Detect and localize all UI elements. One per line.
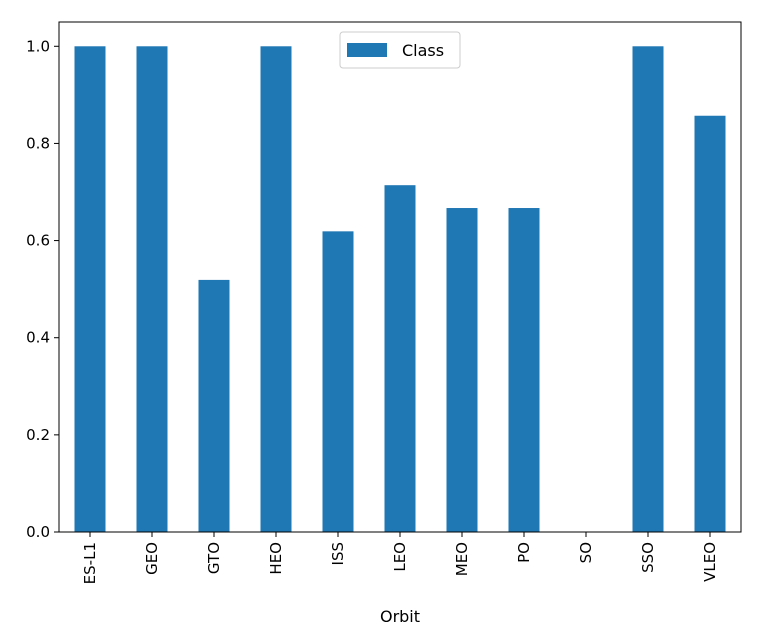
x-tick-label: SO: [577, 542, 595, 563]
x-tick-label: GTO: [205, 542, 223, 574]
x-axis-title: Orbit: [380, 607, 420, 626]
bar-geo: [136, 46, 168, 532]
bar-gto: [198, 279, 230, 532]
bar-heo: [260, 46, 292, 532]
y-tick-label: 0.6: [26, 232, 50, 250]
x-tick-label: PO: [515, 542, 533, 563]
x-axis: ES-L1 GEO GTO HEO ISS LEO MEO PO SO SSO VLEO: [81, 532, 719, 584]
x-tick-label: MEO: [453, 542, 471, 576]
bar-iss: [322, 231, 354, 532]
legend: Class: [339, 31, 461, 69]
x-tick-label: ES-L1: [81, 542, 99, 584]
bar-leo: [384, 185, 416, 532]
x-tick-label: HEO: [267, 542, 285, 575]
x-tick-label: ISS: [329, 542, 347, 565]
bar-meo: [446, 208, 478, 532]
y-axis: 0.0 0.2 0.4 0.6 0.8 1.0: [26, 37, 59, 541]
bars-group: [74, 46, 726, 533]
legend-box: [339, 31, 461, 69]
legend-label: Class: [402, 41, 444, 60]
bar-vleo: [694, 115, 726, 533]
y-tick-label: 1.0: [26, 37, 50, 55]
y-tick-label: 0.8: [26, 134, 50, 152]
y-tick-label: 0.2: [26, 426, 50, 444]
x-tick-label: VLEO: [701, 542, 719, 582]
y-tick-label: 0.4: [26, 329, 50, 347]
x-tick-label: GEO: [143, 542, 161, 575]
bar-es-l1: [74, 46, 106, 532]
x-tick-label: SSO: [639, 542, 657, 573]
bar-po: [508, 208, 540, 532]
bar-sso: [632, 46, 664, 532]
y-tick-label: 0.0: [26, 523, 50, 541]
x-tick-label: LEO: [391, 542, 409, 572]
legend-swatch: [347, 43, 387, 57]
